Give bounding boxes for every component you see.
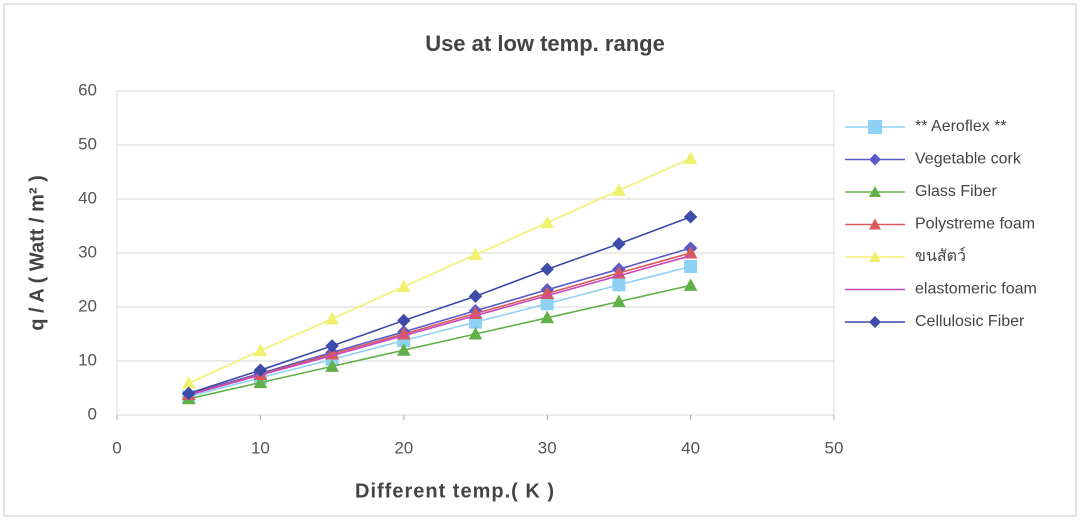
marker	[612, 294, 626, 308]
x-tick-label: 50	[825, 438, 844, 457]
legend-label: ** Aeroflex **	[915, 118, 1007, 135]
y-tick-label: 30	[78, 242, 97, 261]
x-tick-label: 40	[681, 438, 700, 457]
marker	[468, 289, 483, 303]
series-line	[188, 216, 691, 395]
marker	[683, 210, 698, 224]
legend-marker	[869, 186, 881, 197]
y-tick-label: 10	[78, 350, 97, 369]
marker	[325, 359, 339, 372]
marker	[396, 343, 411, 356]
marker	[540, 297, 554, 311]
x-tick-label: 10	[251, 438, 270, 457]
chart-title: Use at low temp. range	[425, 31, 665, 56]
legend-marker	[869, 316, 881, 328]
series-line	[188, 157, 691, 384]
marker	[325, 311, 339, 325]
marker	[612, 183, 626, 196]
legend-marker	[869, 153, 881, 166]
legend-marker	[869, 251, 881, 262]
legend-marker	[869, 218, 881, 230]
series-line	[188, 265, 691, 398]
y-tick-label: 60	[78, 80, 97, 99]
marker	[468, 326, 483, 340]
x-tick-label: 20	[394, 438, 413, 457]
marker	[325, 339, 339, 353]
marker	[396, 279, 411, 292]
marker	[683, 151, 698, 164]
y-tick-label: 0	[88, 404, 97, 423]
marker	[253, 343, 268, 357]
marker	[540, 215, 555, 229]
series-line	[188, 247, 691, 395]
legend-label: Cellulosic Fiber	[915, 313, 1025, 330]
chart-frame	[3, 3, 1077, 517]
legend-label: Glass Fiber	[915, 183, 997, 200]
marker	[683, 245, 698, 259]
marker	[181, 386, 196, 401]
marker	[253, 363, 268, 377]
y-tick-label: 40	[78, 188, 97, 207]
series-line	[188, 254, 691, 396]
x-tick-label: 30	[538, 438, 557, 457]
marker	[683, 278, 698, 291]
marker	[540, 310, 555, 324]
y-axis-label: q / A ( Watt / m² )	[26, 175, 48, 331]
marker	[540, 262, 554, 276]
y-tick-label: 50	[78, 134, 97, 153]
marker	[468, 247, 483, 261]
legend-label: elastomeric foam	[915, 281, 1037, 298]
x-axis-label: Different temp.( K )	[355, 480, 555, 502]
legend-label: ขนสัตว์	[915, 246, 966, 265]
marker	[684, 260, 698, 273]
legend-marker	[868, 120, 882, 134]
y-tick-label: 20	[78, 296, 97, 315]
legend-label: Polystreme foam	[915, 216, 1035, 233]
series-line	[188, 284, 691, 400]
legend-label: Vegetable cork	[915, 151, 1022, 168]
x-tick-label: 0	[112, 438, 121, 457]
marker	[612, 278, 626, 292]
marker	[612, 237, 626, 251]
marker	[253, 375, 268, 389]
marker	[397, 313, 411, 328]
